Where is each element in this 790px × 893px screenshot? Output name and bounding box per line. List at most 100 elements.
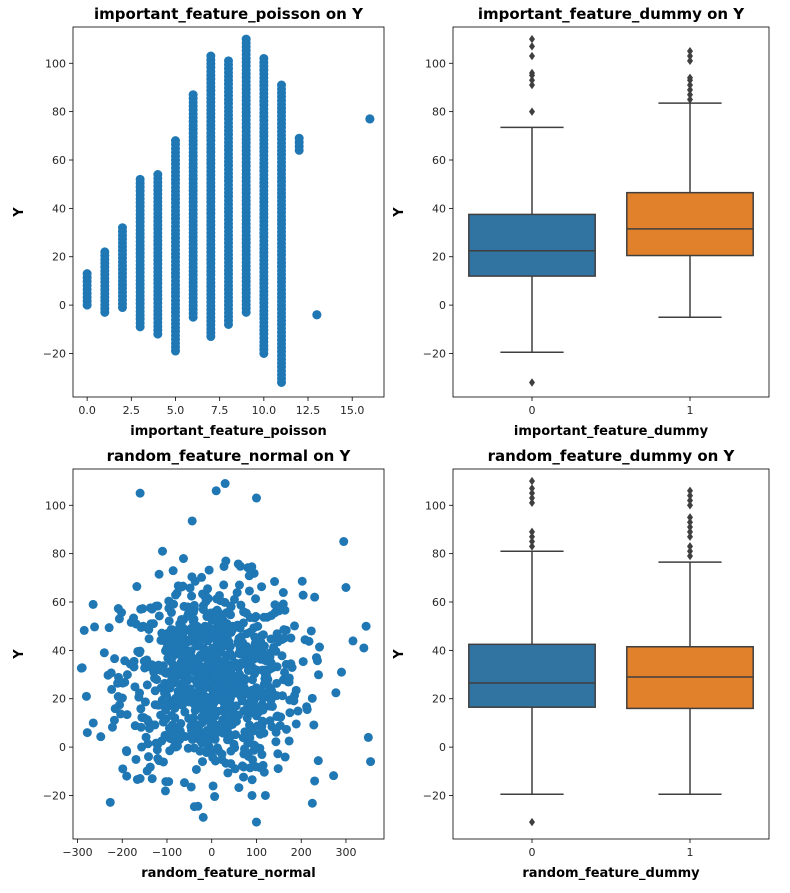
scatter-point bbox=[198, 812, 208, 822]
scatter-point bbox=[136, 704, 146, 714]
scatter-point bbox=[88, 599, 98, 609]
scatter-point bbox=[229, 623, 239, 633]
scatter-point bbox=[209, 730, 219, 740]
y-tick-label: 0 bbox=[59, 299, 66, 312]
scatter-point bbox=[244, 586, 254, 596]
scatter-point bbox=[199, 662, 209, 672]
scatter-point bbox=[225, 649, 235, 659]
y-tick-label: 80 bbox=[432, 106, 446, 119]
scatter-point bbox=[178, 623, 188, 633]
scatter-point bbox=[230, 730, 240, 740]
scatter-point bbox=[192, 679, 202, 689]
scatter-point bbox=[232, 588, 242, 598]
scatter-point bbox=[208, 753, 218, 763]
scatter-point bbox=[216, 695, 226, 705]
box-body bbox=[468, 213, 596, 277]
scatter-point bbox=[170, 136, 180, 146]
scatter-point bbox=[336, 667, 346, 677]
scatter-point bbox=[273, 749, 283, 759]
scatter-point bbox=[249, 697, 259, 707]
outlier-marker bbox=[529, 532, 535, 541]
scatter-point bbox=[187, 516, 197, 526]
outlier-marker bbox=[687, 95, 693, 104]
x-tick-label: 5.0 bbox=[167, 404, 185, 417]
scatter-point bbox=[151, 601, 161, 611]
scatter-point bbox=[266, 684, 276, 694]
scatter-point bbox=[339, 537, 349, 547]
scatter-point bbox=[164, 616, 174, 626]
scatter-point bbox=[160, 786, 170, 796]
y-tick-label: 100 bbox=[45, 57, 66, 70]
y-tick-label: 0 bbox=[439, 741, 446, 754]
scatter-point bbox=[198, 757, 208, 767]
scatter-point bbox=[130, 682, 140, 692]
scatter-point bbox=[361, 621, 371, 631]
scatter-point bbox=[169, 599, 179, 609]
scatter-point bbox=[193, 657, 203, 667]
scatter-point bbox=[158, 717, 168, 727]
scatter-point bbox=[240, 744, 250, 754]
outlier-marker bbox=[687, 532, 693, 541]
scatter-point bbox=[242, 713, 252, 723]
scatter-point bbox=[291, 719, 301, 729]
scatter-point bbox=[297, 576, 307, 586]
scatter-point bbox=[250, 741, 260, 751]
scatter-point bbox=[284, 677, 294, 687]
scatter-point bbox=[251, 493, 261, 503]
scatter-point bbox=[215, 596, 225, 606]
outlier-marker bbox=[529, 107, 535, 116]
scatter-point bbox=[259, 612, 269, 622]
scatter-point bbox=[142, 766, 152, 776]
scatter-point bbox=[167, 652, 177, 662]
scatter-point bbox=[257, 716, 267, 726]
y-tick-label: 0 bbox=[59, 741, 66, 754]
scatter-point bbox=[201, 700, 211, 710]
scatter-point bbox=[235, 561, 245, 571]
scatter-point bbox=[251, 817, 261, 827]
scatter-point bbox=[110, 704, 120, 714]
scatter-point bbox=[198, 589, 208, 599]
scatter-point bbox=[135, 688, 145, 698]
y-tick-label: −20 bbox=[43, 347, 66, 360]
scatter-point bbox=[304, 636, 314, 646]
scatter-point bbox=[307, 798, 317, 808]
scatter-point bbox=[176, 732, 186, 742]
scatter-point bbox=[149, 667, 159, 677]
scatter-point bbox=[222, 618, 232, 628]
y-tick-label: 100 bbox=[425, 499, 446, 512]
scatter-point bbox=[183, 743, 193, 753]
scatter-point bbox=[164, 777, 174, 787]
scatter-point bbox=[247, 675, 257, 685]
scatter-point bbox=[147, 774, 157, 784]
scatter-point bbox=[195, 636, 205, 646]
subplot-1: important_feature_poisson on Y important_… bbox=[12, 5, 385, 439]
box-body bbox=[626, 191, 754, 257]
scatter-point bbox=[197, 688, 207, 698]
y-axis-label: Y bbox=[12, 207, 27, 218]
scatter-point bbox=[136, 622, 146, 632]
scatter-point bbox=[122, 771, 132, 781]
scatter-point bbox=[233, 710, 243, 720]
scatter-point bbox=[135, 774, 145, 784]
scatter-point bbox=[105, 797, 115, 807]
scatter-point bbox=[144, 752, 154, 762]
scatter-point bbox=[202, 748, 212, 758]
outlier-marker bbox=[529, 42, 535, 51]
scatter-points bbox=[76, 479, 376, 827]
scatter-points bbox=[82, 34, 375, 387]
scatter-point bbox=[187, 623, 197, 633]
scatter-point bbox=[161, 695, 171, 705]
scatter-point bbox=[234, 783, 244, 793]
outlier-marker bbox=[529, 542, 535, 551]
scatter-point bbox=[157, 546, 167, 556]
scatter-point bbox=[197, 712, 207, 722]
scatter-point bbox=[226, 759, 236, 769]
scatter-point bbox=[244, 664, 254, 674]
scatter-point bbox=[210, 792, 220, 802]
scatter-point bbox=[117, 223, 127, 233]
scatter-point bbox=[285, 708, 295, 718]
box-1 bbox=[626, 486, 754, 796]
scatter-point bbox=[359, 643, 369, 653]
scatter-point bbox=[198, 605, 208, 615]
outlier-marker bbox=[529, 68, 535, 78]
